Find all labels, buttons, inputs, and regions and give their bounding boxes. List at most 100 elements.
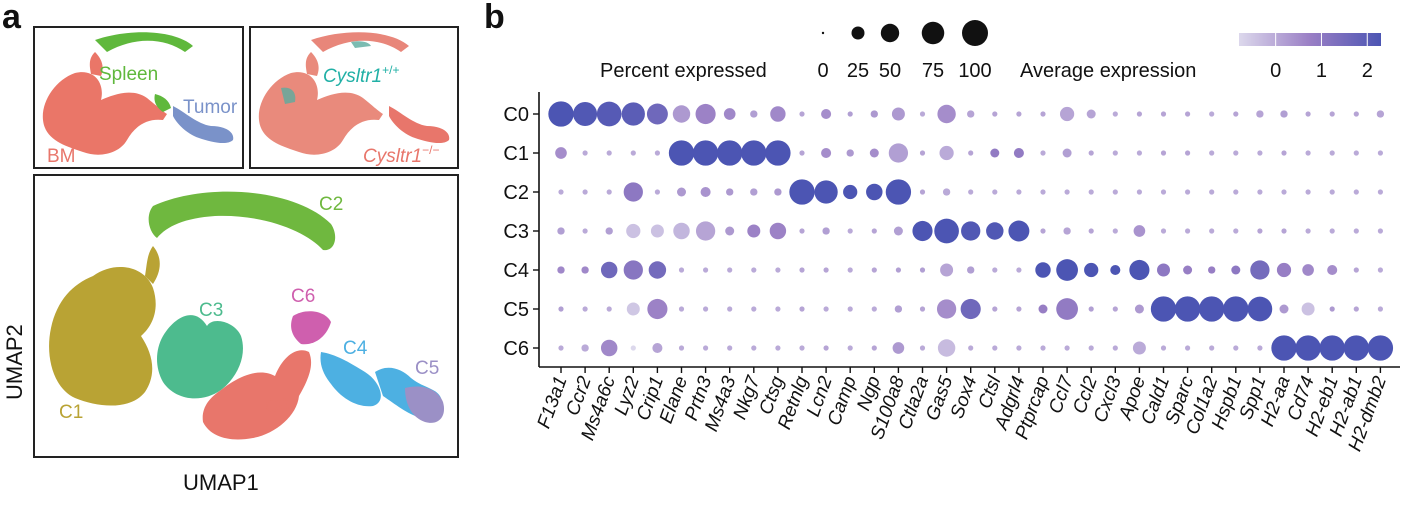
dot-C0-Ccr2 [573,102,598,126]
label-cysltr1-ko: Cysltr1−/− [363,143,439,167]
dot-C2-Prtn3 [700,186,711,198]
dot-C0-Crip1 [646,103,668,125]
dot-C6-Retnlg [799,345,805,351]
size-legend-tick-label: 25 [847,60,869,82]
label-tumor: Tumor [183,97,238,118]
dot-C3-Nkg7 [747,224,761,238]
dot-C5-Sparc [1174,296,1201,322]
umap1-axis-label: UMAP1 [183,470,259,495]
dot-C0-Sox4 [967,110,975,118]
dot-C0-Hspb1 [1233,111,1239,117]
dot-C1-H2-ab1 [1353,150,1359,156]
dot-C4-Ngp [871,267,877,273]
dot-C2-Retnlg [789,179,815,205]
size-legend-dot [821,31,825,35]
dot-C2-Sparc [1185,189,1191,195]
dot-C4-Camp [847,267,853,273]
dot-C2-Crip1 [654,189,660,195]
color-legend: Average expression 0 1 2 [1020,33,1381,82]
dot-C1-Prtn3 [692,140,719,166]
dot-C3-Elane [673,222,690,240]
dot-C3-H2-aa [1281,228,1287,234]
dot-C2-Ms4a3 [726,188,734,196]
dot-C0-S100a8 [891,107,905,121]
dot-C6-Apoe [1132,341,1146,355]
y-tick-label-C2: C2 [503,182,529,204]
dot-C0-H2-eb1 [1329,111,1335,117]
dot-C0-Ctsl [992,111,998,117]
dot-C5-Apoe [1134,304,1144,314]
size-legend-dot [880,23,900,43]
dot-C6-Ctsl [992,345,998,351]
dot-C4-Ms4a6c [600,261,618,279]
umap-tissue-cells [42,32,234,155]
dot-C6-Hspb1 [1233,345,1239,351]
dot-C2-F13a1 [558,189,564,195]
dot-C5-Ctla2a [919,306,926,312]
color-legend-tick-label: 0 [1270,60,1281,82]
dot-C3-Lyz2 [626,223,641,239]
dot-C3-Col1a2 [1209,228,1215,234]
dot-C3-S100a8 [893,226,903,236]
dot-C3-Cd74 [1305,228,1311,234]
dot-C5-Ms4a6c [606,306,612,312]
dot-C1-Nkg7 [741,140,767,166]
dot-C6-Spp1 [1257,345,1263,351]
dot-C5-Adgrl4 [1016,306,1022,312]
dot-C3-Ngp [871,228,877,234]
dot-C6-Ccr2 [581,344,589,352]
dot-C5-Gas5 [936,299,957,319]
dot-C6-H2-ab1 [1343,335,1369,361]
dot-C0-Cd74 [1305,111,1311,117]
dot-C4-Gas5 [940,263,954,277]
dot-C6-H2-dmb2 [1367,335,1394,361]
dot-C4-Ccl2 [1084,262,1099,278]
dot-C0-H2-ab1 [1353,111,1359,117]
dot-C1-H2-eb1 [1329,150,1335,156]
y-tick-label-C1: C1 [503,143,529,165]
dot-C1-Ms4a6c [606,150,612,156]
dot-C5-Lcn2 [823,306,829,312]
dot-C4-H2-eb1 [1327,264,1338,276]
size-legend-title: Percent expressed [600,60,767,82]
dot-C5-H2-aa [1279,304,1289,314]
dot-C6-Prtn3 [703,345,709,351]
size-legend-tick-label: 100 [958,60,991,82]
dot-C6-Nkg7 [751,345,757,351]
dot-C5-Camp [847,306,853,312]
dot-C3-Ptprcap [1040,228,1046,234]
dot-C6-Ctla2a [919,345,926,351]
dot-C1-Camp [846,149,854,157]
dot-C0-Ctsg [770,106,786,122]
dot-C4-Cxcl3 [1110,264,1121,276]
dot-C4-Nkg7 [751,267,757,273]
cluster-axis: C0 C1 C2 C3 C4 C5 C6 [503,104,539,360]
dot-C3-Ctsg [769,222,787,240]
dot-C6-Ccl7 [1064,345,1070,351]
dot-C1-Elane [668,140,695,166]
dot-C0-Spp1 [1256,110,1264,118]
dot-C3-H2-ab1 [1353,228,1359,234]
dot-C5-Elane [678,306,685,312]
dot-C4-F13a1 [557,266,565,274]
dot-C1-H2-dmb2 [1377,150,1383,156]
dot-C2-S100a8 [885,179,912,205]
dot-C2-Lcn2 [814,180,838,204]
dot-C0-F13a1 [548,101,574,127]
dot-C3-Ctla2a [912,220,933,242]
size-legend-tick-label: 75 [922,60,944,82]
dot-C0-Sparc [1185,111,1191,117]
umap-cluster-plot: C2 C6 C3 C4 C5 C0 C1 [33,174,459,458]
dot-C0-Cxcl3 [1112,111,1118,117]
dot-C4-Lcn2 [823,267,829,273]
dot-C3-Ccr2 [582,228,588,234]
dot-C3-Ms4a3 [725,226,735,236]
dot-C6-Ptprcap [1040,345,1046,351]
dot-C2-Camp [843,184,858,200]
label-c3: C3 [199,300,223,321]
dot-C4-Spp1 [1250,260,1270,280]
dot-C3-Ccl7 [1063,227,1071,235]
dot-C5-H2-dmb2 [1377,306,1383,312]
dot-C4-H2-ab1 [1353,267,1359,273]
gene-axis: F13a1Ccr2Ms4a6cLyz2Crip1ElanePrtn3Ms4a3N… [534,367,1391,454]
